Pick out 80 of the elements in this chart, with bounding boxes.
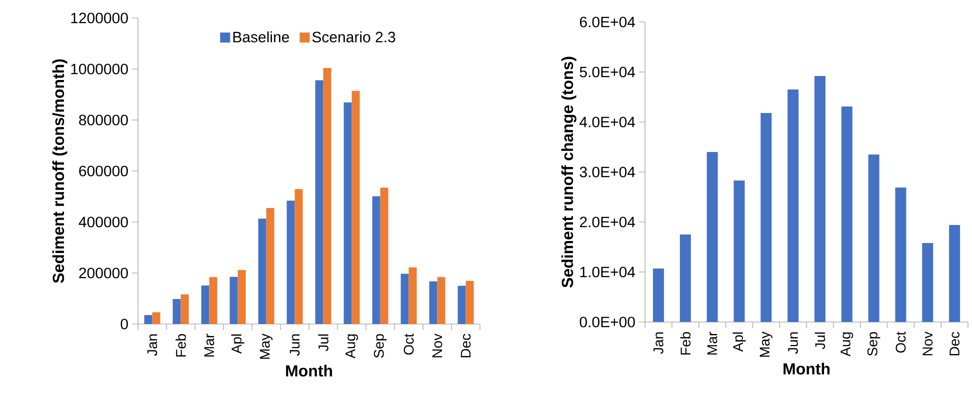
bar bbox=[152, 312, 160, 324]
bar bbox=[408, 267, 417, 324]
bar bbox=[372, 196, 380, 324]
y-tick-label: 1000000 bbox=[71, 64, 128, 74]
x-tick-label: Jun bbox=[290, 334, 300, 356]
bar bbox=[841, 106, 852, 322]
x-tick-label: Feb bbox=[680, 332, 691, 354]
bar bbox=[352, 90, 360, 324]
bar bbox=[814, 76, 826, 322]
y-tick-label: 3.0E+04 bbox=[580, 166, 636, 178]
y-tick-label: 6.0E+04 bbox=[580, 16, 636, 28]
bar bbox=[466, 280, 474, 324]
bar bbox=[144, 315, 152, 324]
x-tick-label: Mar bbox=[707, 332, 718, 354]
bar bbox=[209, 277, 218, 324]
y-tick-label: 400000 bbox=[78, 216, 128, 228]
legend-label: Scenario 2.3 bbox=[312, 31, 396, 42]
bar bbox=[201, 285, 210, 324]
bar bbox=[922, 243, 934, 322]
bar bbox=[458, 286, 466, 324]
bar bbox=[380, 188, 388, 324]
x-tick-label: Apl bbox=[732, 332, 746, 352]
y-tick-label: 4.0E+04 bbox=[580, 116, 636, 128]
y-tick-label: 0.0E+00 bbox=[580, 316, 635, 328]
bar bbox=[258, 218, 266, 324]
x-tick-label: May bbox=[260, 334, 273, 359]
x-tick-label: Nov bbox=[922, 332, 933, 356]
x-tick-label: Nov bbox=[432, 334, 442, 358]
bar bbox=[652, 268, 664, 322]
x-tick-label: May bbox=[760, 332, 772, 357]
y-tick-label: 1.0E+04 bbox=[580, 266, 636, 278]
bar bbox=[266, 208, 274, 324]
bar bbox=[315, 80, 324, 324]
bar bbox=[230, 276, 238, 324]
y-tick-label: 200000 bbox=[79, 268, 128, 278]
x-tick-label: Feb bbox=[176, 334, 186, 356]
x-tick-label: Apl bbox=[231, 334, 244, 354]
bar bbox=[429, 281, 438, 324]
bar bbox=[734, 180, 745, 322]
bar bbox=[788, 90, 799, 322]
x-tick-label: Jan bbox=[147, 334, 158, 356]
y-tick-label: 0 bbox=[120, 318, 128, 330]
x-axis-title: Month bbox=[784, 362, 830, 375]
bar bbox=[949, 225, 960, 322]
x-tick-label: Jul bbox=[318, 334, 328, 352]
y-axis-title: Sediment runoff (tons/month) bbox=[52, 59, 68, 283]
bar bbox=[760, 113, 772, 322]
legend-label: Baseline bbox=[233, 31, 289, 42]
bar bbox=[680, 234, 691, 322]
bar bbox=[400, 274, 409, 324]
bar bbox=[172, 299, 181, 324]
x-axis-title: Month bbox=[286, 364, 332, 377]
x-tick-label: Oct bbox=[404, 334, 414, 355]
x-tick-label: Jun bbox=[788, 332, 798, 354]
bar bbox=[706, 152, 718, 322]
x-tick-label: Aug bbox=[840, 332, 854, 356]
y-tick-label: 5.0E+04 bbox=[580, 66, 636, 78]
y-tick-label: 1200000 bbox=[71, 12, 128, 24]
bar bbox=[868, 154, 880, 322]
x-tick-label: Dec bbox=[460, 334, 471, 358]
y-tick-label: 2.0E+04 bbox=[580, 216, 636, 228]
x-tick-label: Jul bbox=[814, 332, 826, 350]
x-tick-label: Sep bbox=[867, 332, 880, 356]
bar bbox=[344, 102, 352, 324]
x-tick-label: Mar bbox=[204, 334, 214, 356]
y-axis-title: Sediment runoff change (tons) bbox=[561, 56, 576, 288]
bar bbox=[895, 188, 906, 322]
y-tick-label: 800000 bbox=[79, 114, 128, 126]
bar bbox=[286, 200, 295, 324]
x-tick-label: Sep bbox=[374, 334, 387, 358]
x-tick-label: Oct bbox=[896, 332, 906, 353]
bar bbox=[294, 189, 303, 324]
bar bbox=[323, 68, 332, 324]
bar bbox=[437, 277, 446, 324]
x-tick-label: Jan bbox=[654, 332, 664, 354]
y-tick-label: 600000 bbox=[79, 166, 128, 176]
x-tick-label: Aug bbox=[345, 334, 358, 358]
x-tick-label: Dec bbox=[950, 332, 960, 356]
bar bbox=[238, 270, 246, 324]
bar bbox=[180, 294, 189, 324]
